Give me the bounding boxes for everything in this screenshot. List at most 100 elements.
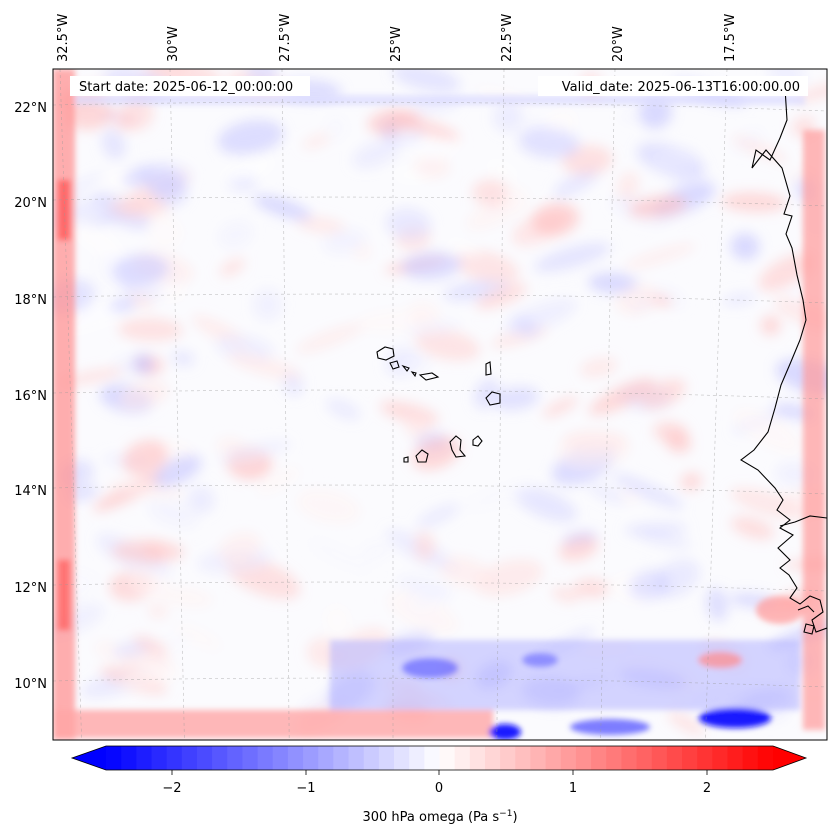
valid-date-label: Valid_date: 2025-06-13T16:00:00.00 xyxy=(562,80,800,95)
map-frame xyxy=(52,68,828,741)
colorbar-cell xyxy=(727,746,744,770)
field-blob xyxy=(588,378,656,416)
field-blob xyxy=(218,221,253,248)
island-santo-antao xyxy=(376,346,395,361)
colorbar-extend-max xyxy=(773,746,806,770)
field-core-red xyxy=(756,596,804,624)
edge-band-west xyxy=(53,69,75,740)
field-blob xyxy=(401,252,462,280)
field-blob xyxy=(629,570,672,600)
field-blob xyxy=(118,318,183,341)
lat-label: 22°N xyxy=(14,101,47,116)
start-date-box xyxy=(70,76,310,96)
lon-label: 22.5°W xyxy=(500,14,515,62)
colorbar-cell xyxy=(424,746,441,770)
lon-label: 27.5°W xyxy=(278,14,293,62)
field-blob xyxy=(218,440,292,463)
colorbar-label-close: ) xyxy=(512,810,517,825)
omega-field xyxy=(53,69,827,740)
field-blob xyxy=(325,115,347,140)
colorbar-cell xyxy=(151,746,168,770)
colorbar-tick-label: 1 xyxy=(569,781,577,796)
field-blob xyxy=(721,293,757,306)
field-blob xyxy=(475,283,528,309)
field-blob xyxy=(612,473,684,509)
lon-label: 30°W xyxy=(166,26,181,62)
field-edges xyxy=(53,69,825,740)
parallel-line xyxy=(53,101,827,112)
colorbar-ticks xyxy=(171,770,708,775)
field-blob xyxy=(119,381,169,409)
field-blob xyxy=(359,541,392,562)
lat-label: 14°N xyxy=(14,484,47,499)
island-boa-vista xyxy=(485,391,501,406)
coastline-gambia xyxy=(779,515,827,527)
field-blob xyxy=(111,539,184,564)
field-blob xyxy=(392,69,461,93)
field-blob xyxy=(588,272,639,294)
lat-label: 12°N xyxy=(14,581,47,596)
colorbar-cell xyxy=(181,746,198,770)
field-core-blue xyxy=(402,658,458,678)
field-south-band xyxy=(330,640,800,710)
colorbar-cell xyxy=(697,746,713,770)
field-blob xyxy=(623,523,688,536)
island-santiago xyxy=(449,435,467,458)
meridian-line xyxy=(705,69,728,740)
colorbar-cell xyxy=(212,746,228,770)
field-blob xyxy=(587,484,627,504)
field-blob xyxy=(455,250,519,284)
field-blob xyxy=(513,486,578,523)
field-blob xyxy=(667,711,705,736)
colorbar-cell xyxy=(666,746,683,770)
meridian-line xyxy=(59,69,82,740)
field-blob xyxy=(322,604,352,636)
colorbar-cell xyxy=(591,746,607,770)
field-blob xyxy=(518,127,580,159)
field-blob xyxy=(557,435,630,468)
field-core-blue xyxy=(522,653,558,667)
field-blob xyxy=(551,586,580,603)
map-panel xyxy=(53,69,827,740)
meridian-line xyxy=(281,69,290,740)
field-blob xyxy=(218,532,261,566)
field-blob xyxy=(219,258,246,277)
field-blob xyxy=(153,454,202,488)
field-blob xyxy=(109,297,138,312)
colorbar-cell xyxy=(196,746,213,770)
field-blob xyxy=(653,421,688,443)
coastlines xyxy=(376,87,827,635)
lat-label: 18°N xyxy=(14,293,47,308)
island-sal xyxy=(485,361,492,376)
longitude-labels: 32.5°W 30°W 27.5°W 25°W 22.5°W 20°W 17.5… xyxy=(56,14,738,62)
colorbar-cell xyxy=(454,746,471,770)
field-blob xyxy=(302,133,332,149)
colorbar-cell xyxy=(606,746,623,770)
field-blob xyxy=(758,253,813,292)
colorbar-cell xyxy=(560,746,577,770)
colorbar-cell xyxy=(136,746,153,770)
edge-band-west-core xyxy=(58,560,70,630)
parallel-line xyxy=(53,581,827,592)
field-blob xyxy=(255,467,301,495)
field-blob xyxy=(322,229,367,254)
edge-band-south xyxy=(53,710,493,738)
field-blob xyxy=(385,208,432,240)
latitude-labels: 22°N 20°N 18°N 16°N 14°N 12°N 10°N xyxy=(14,101,47,692)
field-blob xyxy=(493,101,524,133)
field-blob xyxy=(504,298,577,335)
meridian-line xyxy=(496,69,505,740)
colorbar-cell xyxy=(575,746,592,770)
field-blob xyxy=(218,155,276,185)
field-blob xyxy=(112,254,169,286)
field-blob xyxy=(573,578,610,598)
field-blob xyxy=(404,411,432,440)
island-maio xyxy=(472,435,483,447)
edge-band-west-core xyxy=(58,180,70,240)
colorbar-cell xyxy=(287,746,304,770)
colorbar-cell xyxy=(378,746,395,770)
edge-band-north xyxy=(75,95,805,105)
field-blob xyxy=(217,119,284,155)
lon-label: 17.5°W xyxy=(723,14,738,62)
